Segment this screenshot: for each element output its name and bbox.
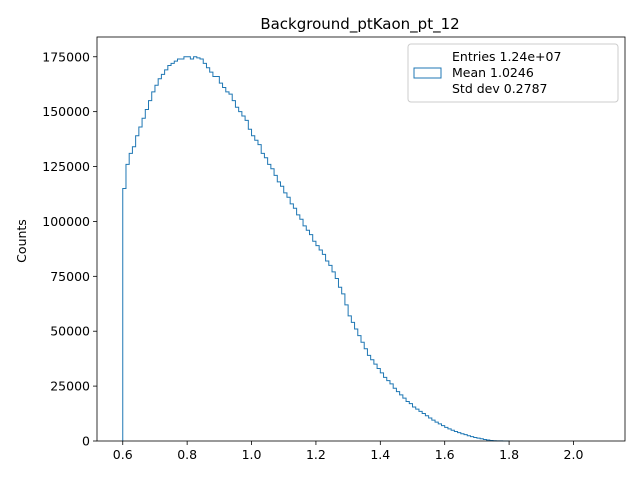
y-tick-label: 50000 <box>50 324 90 339</box>
x-tick-label: 2.0 <box>564 447 584 462</box>
y-axis-label: Counts <box>14 219 29 263</box>
plot-area <box>122 56 510 442</box>
x-tick-label: 1.2 <box>306 447 326 462</box>
y-tick-label: 0 <box>82 434 90 449</box>
y-tick-label: 175000 <box>42 49 90 64</box>
x-tick-label: 0.8 <box>177 447 197 462</box>
y-axis-ticks: 0 25000 50000 75000 100000 125000 150000 175000 <box>42 49 97 449</box>
x-tick-label: 1.0 <box>242 447 262 462</box>
legend-entries: Entries 1.24e+07 <box>452 49 561 64</box>
x-axis-ticks: 0.6 0.8 1.0 1.2 1.4 1.6 1.8 2.0 <box>113 441 584 462</box>
chart-title: Background_ptKaon_pt_12 <box>260 15 459 34</box>
legend-box <box>407 43 619 103</box>
legend-mean: Mean 1.0246 <box>452 65 534 80</box>
x-tick-label: 1.4 <box>370 447 390 462</box>
y-tick-label: 25000 <box>50 379 90 394</box>
y-tick-label: 75000 <box>50 269 90 284</box>
histogram-series-step <box>122 56 510 442</box>
axes-frame <box>96 36 626 442</box>
legend-swatch <box>413 67 442 79</box>
x-tick-label: 1.8 <box>499 447 519 462</box>
x-tick-label: 1.6 <box>435 447 455 462</box>
legend-std-dev: Std dev 0.2787 <box>452 81 547 96</box>
x-tick-label: 0.6 <box>113 447 133 462</box>
y-tick-label: 150000 <box>42 104 90 119</box>
legend: Entries 1.24e+07 Mean 1.0246 Std dev 0.2… <box>407 43 619 103</box>
y-tick-label: 125000 <box>42 159 90 174</box>
y-tick-label: 100000 <box>42 214 90 229</box>
